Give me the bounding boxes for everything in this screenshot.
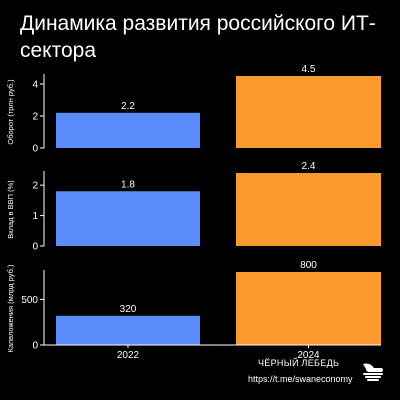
y-tick-label: 0 [32,242,38,253]
y-tick-label: 1 [32,211,38,222]
data-label: 320 [120,304,137,315]
swan-logo-icon [363,363,383,381]
y-tick-label: 2 [32,112,38,123]
bar-2024 [236,173,381,246]
chart-title: Динамика развития российского ИТ-сектора [20,12,376,62]
bar-2022 [56,315,200,345]
data-label: 1.8 [121,179,135,190]
y-tick-label: 4 [32,80,38,91]
data-label: 800 [300,260,317,271]
data-label: 4.5 [302,64,316,75]
bar-2022 [56,112,200,148]
brand-name: ЧЁРНЫЙ ЛЕБЕДЬ [258,358,340,368]
data-label: 2.4 [302,161,316,172]
y-axis-label: Вклад в ВВП (%) [6,180,15,239]
y-tick-label: 2 [32,181,38,192]
channel-link[interactable]: https://t.me/swaneconomy [248,374,353,384]
y-axis-label: Оборот (трлн руб.) [6,79,15,145]
y-tick-label: 0 [32,341,38,352]
bar-2024 [236,76,381,148]
data-label: 2.2 [121,101,135,112]
y-axis-label: Капвложения (млрд руб.) [6,264,15,352]
x-tick-label: 2024 [297,350,320,361]
y-tick-label: 0 [32,144,38,155]
x-tick-label: 2022 [117,350,140,361]
bar-2024 [236,272,381,345]
y-tick-label: 500 [21,295,38,306]
bar-2022 [56,191,200,246]
